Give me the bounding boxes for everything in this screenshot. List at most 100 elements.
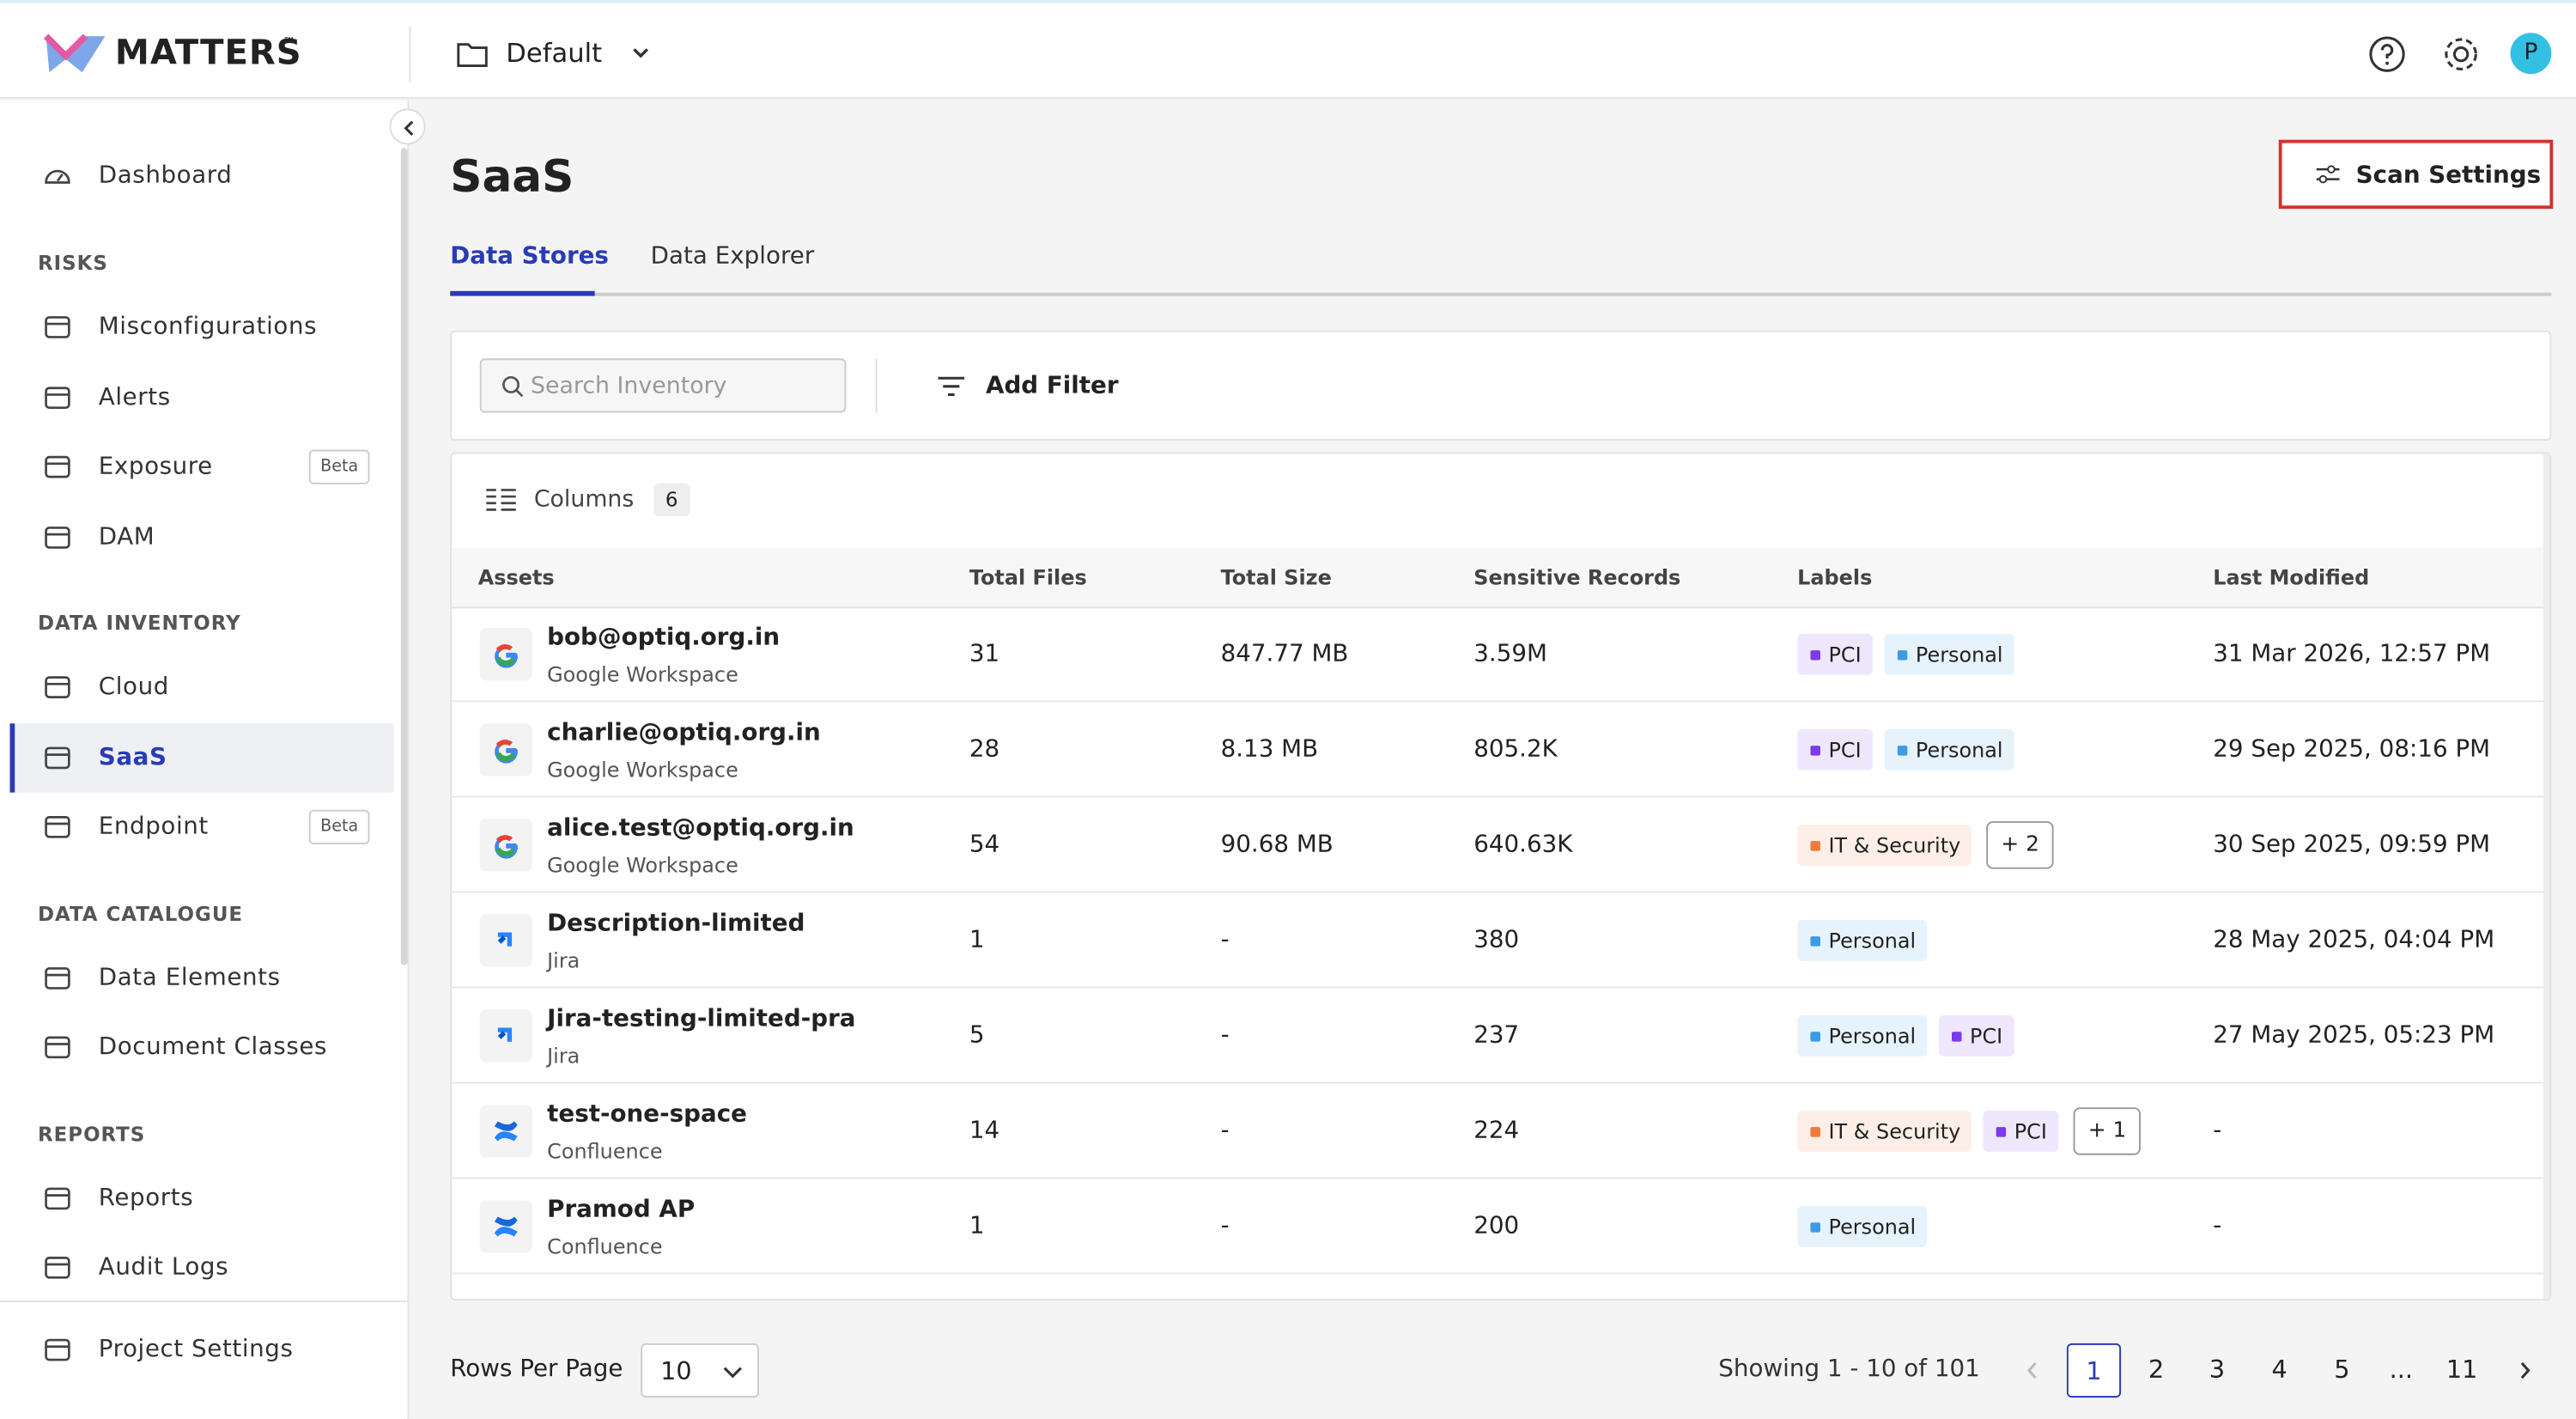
row-divider: [452, 891, 2543, 893]
nav-item[interactable]: Misconfigurations: [98, 314, 318, 341]
label-dot: [1810, 935, 1820, 946]
nav-item[interactable]: Cloud: [98, 673, 169, 701]
nav-item[interactable]: Alerts: [98, 383, 171, 411]
label-tag: Personal: [1797, 919, 1928, 961]
asset-source: Jira: [547, 947, 580, 973]
nav-item[interactable]: DAM: [98, 523, 155, 551]
sensitive-records: 224: [1473, 1118, 1520, 1145]
total-files: 1: [969, 927, 985, 954]
divider: [0, 1300, 408, 1303]
project-name[interactable]: Default: [506, 37, 603, 69]
asset-name[interactable]: alice.test@optiq.org.in: [547, 815, 854, 843]
settings-icon[interactable]: [2441, 34, 2481, 74]
page-title: SaaS: [450, 152, 574, 204]
scrollbar: [400, 148, 408, 965]
page-number[interactable]: 4: [2271, 1355, 2287, 1385]
columns-label[interactable]: Columns: [533, 486, 635, 514]
tab[interactable]: Data Stores: [450, 243, 609, 270]
add-filter[interactable]: Add Filter: [985, 373, 1119, 400]
nav-item[interactable]: Dashboard: [98, 162, 233, 190]
scan-settings-button[interactable]: Scan Settings: [2278, 139, 2554, 210]
brand: MATTERS: [114, 33, 302, 73]
total-size: 90.68 MB: [1220, 831, 1334, 859]
filter-icon[interactable]: [937, 375, 966, 398]
label-tag: IT & Security: [1797, 824, 1972, 866]
icon: [45, 316, 70, 338]
divider: [409, 26, 411, 82]
label-dot: [1897, 745, 1908, 755]
nav-item[interactable]: SaaS: [98, 744, 167, 770]
icon: [494, 1121, 518, 1142]
rows-select[interactable]: 10: [641, 1343, 759, 1398]
more-labels[interactable]: + 1: [2073, 1107, 2142, 1155]
nav-item[interactable]: Endpoint: [98, 813, 209, 841]
logo-icon: [43, 33, 106, 73]
last-modified: 28 May 2025, 04:04 PM: [2213, 927, 2495, 954]
last-modified: 31 Mar 2026, 12:57 PM: [2213, 641, 2491, 668]
nav-item[interactable]: Audit Logs: [98, 1254, 229, 1282]
asset-name[interactable]: Jira-testing-limited-pra: [547, 1006, 856, 1033]
last-modified: -: [2213, 1118, 2222, 1145]
icon: [495, 835, 518, 859]
page-number[interactable]: 2: [2148, 1355, 2165, 1385]
showing: Showing 1 - 10 of 101: [1718, 1356, 1980, 1383]
more-labels[interactable]: + 2: [1986, 821, 2055, 869]
label-tag: Personal: [1884, 633, 2014, 675]
total-files: 28: [969, 736, 1000, 764]
total-size: -: [1220, 1118, 1230, 1145]
asset-name[interactable]: charlie@optiq.org.in: [547, 720, 821, 747]
nav-item[interactable]: Exposure: [98, 454, 213, 480]
total-files: 14: [969, 1118, 1000, 1145]
collapse-button[interactable]: [389, 108, 426, 145]
section-heading: REPORTS: [38, 1122, 146, 1146]
badge: Beta: [308, 449, 370, 484]
next-page[interactable]: [2517, 1360, 2533, 1381]
column-header: Labels: [1797, 564, 1873, 590]
divider: [875, 358, 878, 413]
label-dot: [1996, 1126, 2007, 1136]
last-modified: 27 May 2025, 05:23 PM: [2213, 1022, 2495, 1050]
tab[interactable]: Data Explorer: [650, 243, 815, 270]
help-icon[interactable]: [2367, 34, 2407, 74]
asset-name[interactable]: Pramod AP: [547, 1197, 696, 1224]
nav-item[interactable]: Data Elements: [98, 964, 281, 991]
page-number[interactable]: 5: [2334, 1355, 2350, 1385]
page-number[interactable]: ...: [2389, 1355, 2413, 1385]
last-modified: -: [2213, 1213, 2222, 1240]
section-heading: DATA CATALOGUE: [38, 901, 244, 925]
icon: [45, 676, 70, 698]
badge: Beta: [308, 809, 370, 844]
icon: [45, 386, 70, 409]
last-modified: 29 Sep 2025, 08:16 PM: [2213, 736, 2491, 764]
asset-name[interactable]: Description-limited: [547, 910, 805, 938]
avatar[interactable]: P: [2510, 33, 2552, 75]
total-files: 31: [969, 641, 1000, 668]
row-divider: [452, 986, 2543, 989]
table-scrollbar: [2543, 454, 2550, 1300]
row-divider: [452, 1177, 2543, 1179]
prev-page[interactable]: [2024, 1360, 2040, 1381]
nav-item[interactable]: Project Settings: [98, 1337, 294, 1363]
icon-box: [479, 914, 532, 967]
icon: [45, 455, 70, 478]
icon-box: [479, 723, 532, 776]
sensitive-records: 237: [1473, 1022, 1520, 1050]
label-tag: Personal: [1884, 728, 2014, 770]
columns-icon[interactable]: [484, 489, 517, 512]
label-dot: [1810, 840, 1820, 850]
chevron[interactable]: [631, 46, 651, 63]
total-size: 8.13 MB: [1220, 736, 1319, 764]
label-dot: [1810, 1031, 1820, 1041]
page-number[interactable]: 11: [2445, 1355, 2478, 1385]
page-number[interactable]: 1: [2066, 1343, 2122, 1398]
asset-name[interactable]: test-one-space: [547, 1101, 748, 1129]
nav-item[interactable]: Document Classes: [98, 1034, 328, 1061]
search-input[interactable]: Search Inventory: [479, 358, 847, 413]
icon-box: [479, 819, 532, 872]
icon: [495, 644, 518, 668]
asset-name[interactable]: bob@optiq.org.in: [547, 624, 781, 652]
page-number[interactable]: 3: [2208, 1355, 2226, 1385]
nav-item[interactable]: Reports: [98, 1185, 194, 1211]
